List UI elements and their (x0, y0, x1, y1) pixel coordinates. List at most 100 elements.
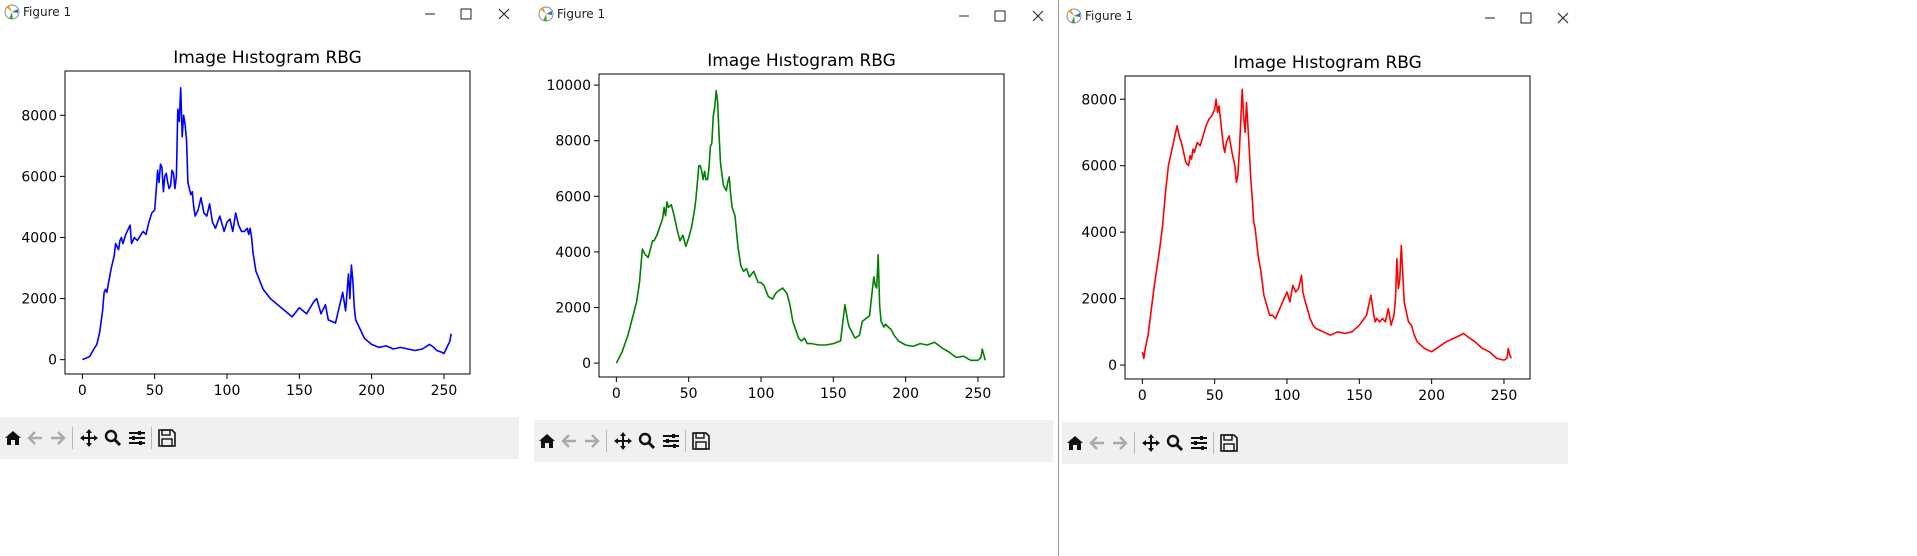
y-tick-label: 10000 (546, 78, 591, 94)
x-tick-label: 100 (1274, 388, 1301, 404)
save-floppy-icon[interactable] (154, 425, 180, 451)
x-tick-label: 200 (892, 386, 919, 402)
histogram-series-line (615, 89, 986, 364)
minimize-button[interactable] (410, 0, 450, 28)
configure-subplots-icon[interactable] (124, 425, 150, 451)
home-icon[interactable] (0, 425, 26, 451)
title-bar: Figure 1 (534, 2, 1054, 32)
navigation-toolbar (0, 417, 519, 459)
maximize-button[interactable] (980, 2, 1020, 30)
x-tick-label: 100 (214, 383, 241, 399)
x-tick-label: 50 (1206, 388, 1224, 404)
y-tick-label: 4000 (21, 230, 57, 246)
back-arrow-icon[interactable] (1084, 430, 1110, 456)
axes-frame (64, 70, 471, 375)
x-tick-label: 250 (1491, 388, 1518, 404)
forward-arrow-icon[interactable] (45, 425, 71, 451)
y-tick-label: 0 (1108, 358, 1117, 374)
x-tick-label: 50 (146, 383, 164, 399)
save-floppy-icon[interactable] (688, 428, 714, 454)
forward-arrow-icon[interactable] (579, 428, 605, 454)
y-tick-label: 4000 (1081, 225, 1117, 241)
minimize-button[interactable] (1470, 4, 1510, 32)
histogram-series-line (1141, 88, 1512, 361)
x-tick-label: 250 (431, 383, 458, 399)
close-button[interactable] (1018, 2, 1058, 30)
y-tick-label: 6000 (1081, 159, 1117, 175)
histogram-chart: Image Hıstogram RBG 0 50 100 150 200 250 0 2000 4… (21, 48, 471, 399)
x-tick-label: 250 (965, 386, 992, 402)
x-tick-label: 50 (680, 386, 698, 402)
y-tick-label: 8000 (1081, 92, 1117, 108)
chart-title: Image Hıstogram RBG (707, 51, 896, 71)
maximize-button[interactable] (446, 0, 486, 28)
x-tick-label: 0 (78, 383, 87, 399)
x-tick-label: 0 (1138, 388, 1147, 404)
title-bar: Figure 1 (0, 0, 520, 30)
y-tick-label: 2000 (1081, 292, 1117, 308)
x-tick-label: 150 (820, 386, 847, 402)
y-tick-label: 2000 (21, 292, 57, 308)
zoom-magnifier-icon[interactable] (1162, 430, 1188, 456)
close-button[interactable] (484, 0, 524, 28)
toolbar-separator (72, 427, 73, 449)
matplotlib-app-icon (537, 5, 557, 25)
window-title: Figure 1 (557, 7, 606, 21)
chart-title: Image Hıstogram RBG (173, 48, 362, 68)
figure-window-1: Figure 1 Image Hıstogram RBG 0 50 100 150 200… (0, 0, 520, 556)
minimize-button[interactable] (944, 2, 984, 30)
toolbar-separator (151, 427, 152, 449)
navigation-toolbar (1062, 422, 1568, 464)
y-tick-label: 0 (48, 353, 57, 369)
window-divider (1058, 0, 1059, 556)
pan-move-icon[interactable] (76, 425, 102, 451)
x-tick-label: 150 (1346, 388, 1373, 404)
zoom-magnifier-icon[interactable] (100, 425, 126, 451)
back-arrow-icon[interactable] (22, 425, 48, 451)
matplotlib-app-icon (3, 3, 23, 23)
pan-move-icon[interactable] (610, 428, 636, 454)
x-tick-label: 0 (612, 386, 621, 402)
title-bar: Figure 1 (1062, 4, 1582, 34)
y-tick-label: 6000 (21, 169, 57, 185)
home-icon[interactable] (1062, 430, 1088, 456)
navigation-toolbar (534, 420, 1053, 462)
y-tick-label: 8000 (555, 134, 591, 150)
zoom-magnifier-icon[interactable] (634, 428, 660, 454)
toolbar-separator (1134, 432, 1135, 454)
pan-move-icon[interactable] (1138, 430, 1164, 456)
x-tick-label: 200 (1418, 388, 1445, 404)
histogram-chart: Image Hıstogram RBG 0 50 100 150 200 250 0 2000 4… (546, 51, 1005, 402)
matplotlib-app-icon (1065, 7, 1085, 27)
y-tick-label: 0 (582, 356, 591, 372)
x-tick-label: 100 (748, 386, 775, 402)
maximize-button[interactable] (1506, 4, 1546, 32)
axes-frame (598, 73, 1005, 378)
back-arrow-icon[interactable] (556, 428, 582, 454)
save-floppy-icon[interactable] (1216, 430, 1242, 456)
y-tick-label: 6000 (555, 189, 591, 205)
figure-window-3: Figure 1 Image Hıstogram RBG 0 50 100 150 200… (1062, 0, 1582, 556)
y-tick-label: 8000 (21, 108, 57, 124)
home-icon[interactable] (534, 428, 560, 454)
x-tick-label: 200 (358, 383, 385, 399)
y-tick-label: 2000 (555, 301, 591, 317)
toolbar-separator (1213, 432, 1214, 454)
configure-subplots-icon[interactable] (1186, 430, 1212, 456)
window-title: Figure 1 (1085, 9, 1134, 23)
toolbar-separator (685, 430, 686, 452)
configure-subplots-icon[interactable] (658, 428, 684, 454)
figure-canvas: Image Hıstogram RBG 0 50 100 150 200 250 0 2000 4… (1062, 0, 1582, 504)
toolbar-separator (606, 430, 607, 452)
chart-title: Image Hıstogram RBG (1233, 53, 1422, 73)
close-button[interactable] (1543, 4, 1583, 32)
axes-frame (1124, 75, 1531, 380)
figure-window-2: Figure 1 Image Hıstogram RBG 0 50 100 150 200… (534, 0, 1054, 556)
figure-canvas: Image Hıstogram RBG 0 50 100 150 200 250 0 2000 4… (534, 0, 1054, 504)
window-title: Figure 1 (23, 5, 72, 19)
histogram-chart: Image Hıstogram RBG 0 50 100 150 200 250 0 2000 4… (1081, 53, 1531, 404)
figure-canvas: Image Hıstogram RBG 0 50 100 150 200 250 0 2000 4… (0, 0, 520, 504)
histogram-series-line (82, 87, 452, 361)
forward-arrow-icon[interactable] (1107, 430, 1133, 456)
y-tick-label: 4000 (555, 245, 591, 261)
